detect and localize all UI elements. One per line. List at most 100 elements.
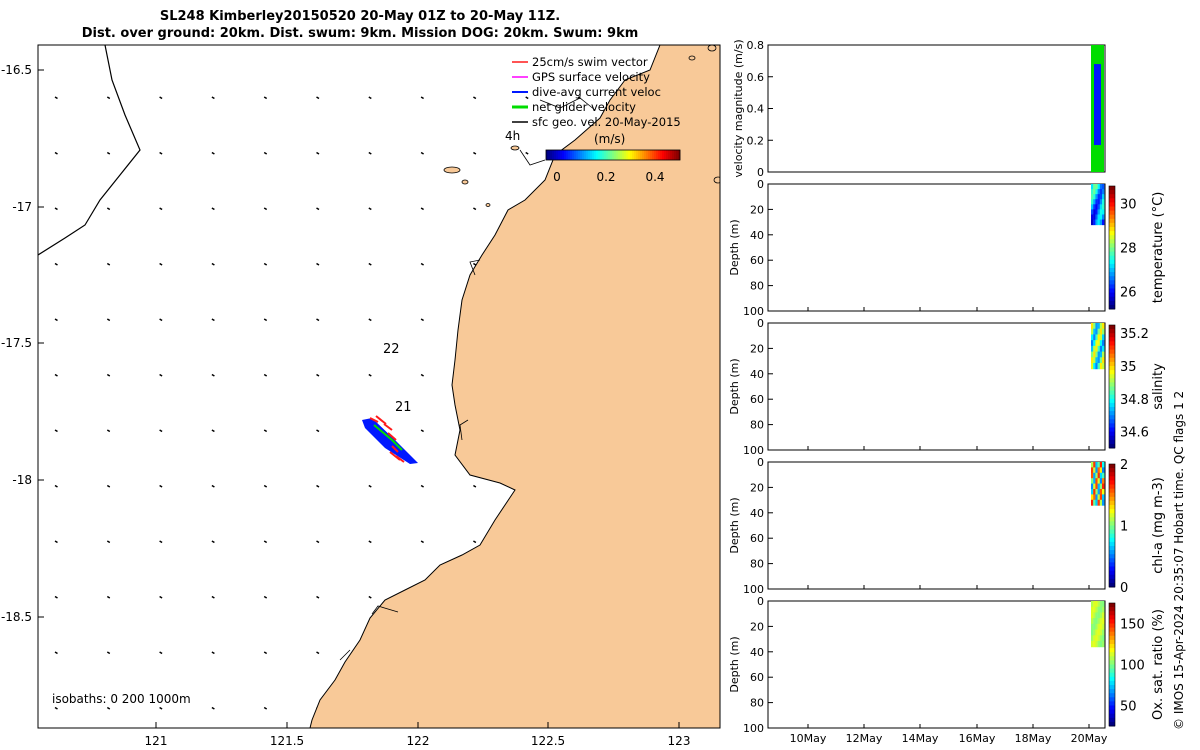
colorbar-swatch [612,150,615,160]
section-cell [1091,612,1094,619]
panel-colorbar-swatch [1109,660,1115,665]
panel-colorbar-swatch [1109,509,1115,514]
colorbar-swatch [646,150,649,160]
sfc-velocity-arrow [263,318,268,322]
colorbar-swatch [672,150,675,160]
section-cell [1095,328,1098,335]
section-cell [1095,606,1098,613]
sfc-velocity-arrow [473,540,477,544]
section-cell [1097,194,1100,200]
section-cell [1099,601,1103,608]
sfc-velocity-arrow [420,429,424,433]
section-cell [1095,214,1098,221]
section-cell [1093,328,1096,335]
colorbar-swatch [658,150,661,160]
section-cell [1102,189,1105,195]
sfc-velocity-arrow [159,540,163,544]
panel-colorbar-swatch [1109,627,1115,633]
colorbar-swatch [572,150,575,160]
section-cell [1099,357,1103,364]
depth-y-tick: 20 [750,620,764,633]
panel-colorbar-swatch [1109,272,1115,277]
section-cell [1099,483,1103,490]
section-cell [1099,499,1103,506]
section-cell [1099,334,1103,341]
panel-colorbar-swatch [1109,190,1115,195]
sfc-velocity-arrow [263,706,268,710]
section-cell [1099,462,1103,468]
section-cell [1091,478,1094,485]
sfc-velocity-arrow [106,429,111,433]
sfc-velocity-arrow [473,151,477,155]
section-cell [1091,488,1094,495]
section-cell [1097,189,1100,195]
colorbar-swatch [656,150,659,160]
depth-y-tick: 80 [750,280,764,293]
panel-colorbar-swatch [1109,533,1115,539]
sfc-velocity-arrow [159,595,163,599]
depth-y-tick: 40 [750,368,764,381]
legend-time-note: 4h [505,129,520,143]
section-cell [1091,629,1094,636]
sfc-velocity-arrow [316,373,320,377]
sfc-velocity-arrow [54,540,58,544]
depth-y-tick: 80 [750,697,764,710]
map-y-axis: -16.5 -17 -17.5 -18 -18.5 [1,63,44,624]
section-cell [1097,467,1100,474]
panel-colorbar-swatch [1109,546,1115,551]
sfc-velocity-arrow [525,96,529,100]
colorbar-swatch [628,150,631,160]
sfc-velocity-arrow [54,96,58,100]
panel-colorbar-swatch [1109,300,1115,306]
colorbar-swatch [634,150,637,160]
sfc-velocity-arrow [211,373,215,377]
colorbar-swatch [602,150,605,160]
colorbar-swatch [596,150,599,160]
panel-colorbar-swatch [1109,443,1115,449]
section-cell [1093,612,1096,619]
isobaths-label: isobaths: 0 200 1000m [52,692,191,706]
panel-colorbar-swatch [1109,194,1115,199]
depth-y-tick: 60 [750,393,764,406]
x-tick-123: 123 [668,734,691,748]
section-cell [1095,483,1098,490]
panel-colorbar-swatch [1109,685,1115,690]
colorbar-swatch [546,150,549,160]
sfc-velocity-arrow [525,151,529,155]
colorbar-swatch [666,150,669,160]
panel-colorbar-label: salinity [1151,363,1166,410]
section-cell [1097,618,1100,625]
section-cell [1099,189,1103,195]
panel-colorbar-swatch [1109,717,1115,723]
panel-colorbar-swatch [1109,631,1115,637]
panel-colorbar-swatch [1109,480,1115,485]
section-cell [1091,635,1094,642]
section-cell [1095,467,1098,474]
section-cell [1093,334,1096,341]
sfc-velocity-arrow [316,484,320,488]
track-label-22: 22 [383,342,400,357]
panel-colorbar-swatch [1109,635,1115,641]
panel-colorbar-label: temperature (°C) [1151,192,1166,304]
panel-colorbar-swatch [1109,296,1115,302]
section-cell [1095,478,1098,485]
sfc-velocity-arrow [316,429,320,433]
sfc-velocity-arrow [211,706,215,710]
panel-colorbar-swatch [1109,186,1115,191]
section-cell [1102,199,1105,205]
colorbar-swatch [614,150,617,160]
panel-colorbar-swatch [1109,276,1115,281]
depth-y-tick: 100 [743,444,764,457]
sfc-velocity-arrow [106,651,111,655]
section-cell [1097,462,1100,468]
panel-colorbar-swatch [1109,259,1115,265]
section-cell [1095,635,1098,642]
panel-colorbar-swatch [1109,656,1115,661]
colorbar-swatch [564,150,567,160]
land-mass [309,45,720,728]
section-cell [1091,357,1094,364]
panel-colorbar-swatch [1109,353,1115,359]
sfc-velocity-arrow [368,540,372,544]
panel-colorbar-swatch [1109,468,1115,473]
